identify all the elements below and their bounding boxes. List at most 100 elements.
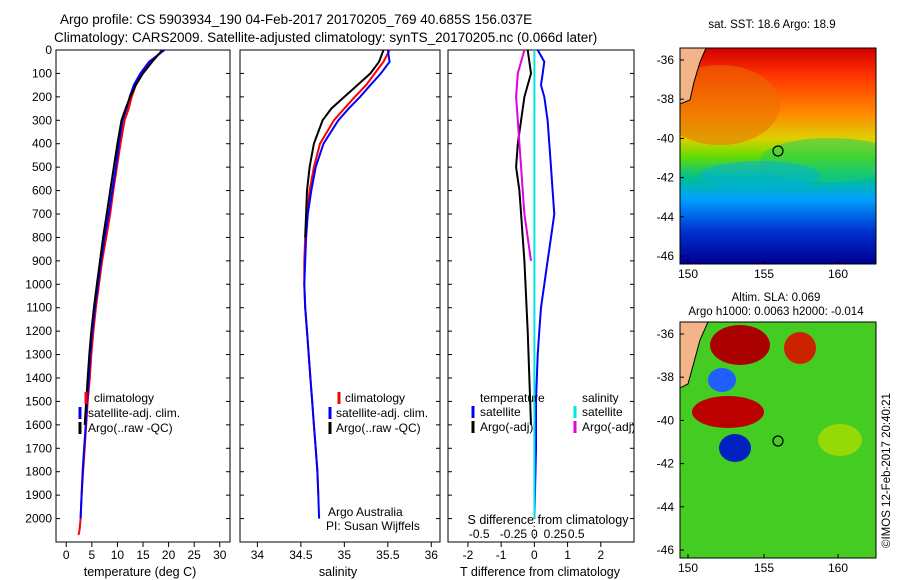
x2-tick-label: 0.25 xyxy=(544,527,568,541)
depth-tick-label: 1900 xyxy=(25,488,52,502)
sla-high-blob-1 xyxy=(710,325,770,365)
depth-tick-label: 800 xyxy=(32,230,52,244)
map-x-tick-label: 155 xyxy=(754,267,774,281)
salinity-xlabel: salinity xyxy=(319,565,358,579)
depth-tick-label: 1800 xyxy=(25,465,52,479)
x-tick-label: 1 xyxy=(564,548,571,562)
sla-low-blob-2 xyxy=(719,434,751,462)
map-y-tick-label: -38 xyxy=(657,370,675,384)
sla-yellow-blob xyxy=(818,424,862,456)
legend-label-argo: Argo(..raw -QC) xyxy=(88,421,173,435)
salinity-legend: climatology satellite-adj. clim. Argo(..… xyxy=(328,391,428,435)
sla-map-title-2: Argo h1000: 0.0063 h2000: -0.014 xyxy=(688,306,864,318)
x2-tick-label: 0.5 xyxy=(568,527,585,541)
map-y-tick-label: -46 xyxy=(657,543,675,557)
map-y-tick-label: -40 xyxy=(657,413,675,427)
depth-tick-label: 1700 xyxy=(25,441,52,455)
x-tick-label: 15 xyxy=(136,548,150,562)
legend-label-t-argo: Argo(-adj) xyxy=(480,420,533,434)
legend-label-s-satellite: satellite xyxy=(582,405,623,419)
sla-map: Altim. SLA: 0.069 Argo h1000: 0.0063 h20… xyxy=(657,292,877,575)
x-tick-label: 35.5 xyxy=(376,548,400,562)
temperature-legend: climatology satellite-adj. clim. Argo(..… xyxy=(78,391,180,435)
sst-map-frame xyxy=(679,47,877,265)
series-line-3 xyxy=(515,49,532,262)
sla-map-y-ticks: -36 -38 -40 -42 -44 -46 xyxy=(657,327,684,557)
temperature-xlabel: temperature (deg C) xyxy=(84,565,197,579)
depth-tick-label: 1200 xyxy=(25,324,52,338)
map-y-tick-label: -36 xyxy=(657,53,675,67)
legend-heading-salinity: salinity xyxy=(582,391,619,405)
figure-title-line-1: Argo profile: CS 5903934_190 04-Feb-2017… xyxy=(60,12,533,27)
sst-map-title: sat. SST: 18.6 Argo: 18.9 xyxy=(708,19,835,31)
map-y-tick-label: -42 xyxy=(657,171,675,185)
sst-map: sat. SST: 18.6 Argo: 18.9 -36 -38 -40 -42 -4… xyxy=(657,19,877,281)
temperature-plot: 0 5 10 15 20 25 30 xyxy=(56,49,230,562)
x-tick-label: 34.5 xyxy=(289,548,313,562)
sst-cool-blob xyxy=(700,161,820,189)
depth-tick-label: 1400 xyxy=(25,371,52,385)
x-tick-label: 35 xyxy=(338,548,352,562)
salinity-annotation-line-2: PI: Susan Wijffels xyxy=(326,519,420,533)
sst-map-x-ticks: 150 155 160 xyxy=(678,260,848,281)
sla-map-frame xyxy=(679,321,877,559)
legend-label-climatology: climatology xyxy=(345,391,405,405)
sst-warm-blob xyxy=(680,65,780,145)
legend-label-climatology: climatology xyxy=(94,391,154,405)
legend-label-satellite: satellite-adj. clim. xyxy=(336,406,428,420)
legend-label-t-satellite: satellite xyxy=(480,405,521,419)
depth-tick-label: 600 xyxy=(32,184,52,198)
map-y-tick-label: -40 xyxy=(657,131,675,145)
sla-high-blob-3 xyxy=(692,396,764,428)
sla-map-x-ticks: 150 155 160 xyxy=(678,554,848,575)
map-x-tick-label: 160 xyxy=(828,267,848,281)
depth-tick-label: 700 xyxy=(32,207,52,221)
sst-map-y-ticks: -36 -38 -40 -42 -44 -46 xyxy=(657,53,684,263)
difference-s-xlabel: S difference from climatology xyxy=(468,513,630,527)
x-tick-label: 5 xyxy=(88,548,95,562)
depth-tick-label: 1600 xyxy=(25,418,52,432)
salinity-plot-frame xyxy=(239,49,441,543)
legend-label-s-argo: Argo(-adj) xyxy=(582,420,635,434)
x-tick-label: -2 xyxy=(463,548,474,562)
legend-label-satellite: satellite-adj. clim. xyxy=(88,406,180,420)
map-y-tick-label: -46 xyxy=(657,249,675,263)
x-tick-label: 0 xyxy=(63,548,70,562)
x-tick-label: 34 xyxy=(251,548,265,562)
x-tick-label: 0 xyxy=(531,548,538,562)
x-tick-label: 25 xyxy=(187,548,201,562)
x-tick-label: 30 xyxy=(213,548,227,562)
depth-axis-ticks: 0 100 200 300 400 500 600 700 800 900 1000 1100 1200… xyxy=(25,43,52,526)
sla-map-title-1: Altim. SLA: 0.069 xyxy=(732,292,821,304)
imos-watermark: ©IMOS 12-Feb-2017 20:40:21 xyxy=(881,393,893,548)
map-y-tick-label: -44 xyxy=(657,500,675,514)
x-tick-label: 20 xyxy=(162,548,176,562)
map-y-tick-label: -38 xyxy=(657,92,675,106)
sst-argo-marker xyxy=(772,145,784,157)
depth-tick-label: 900 xyxy=(32,254,52,268)
difference-t-xlabel: T difference from climatology xyxy=(460,565,621,579)
series-line-0 xyxy=(533,49,556,519)
depth-tick-label: 1000 xyxy=(25,277,52,291)
series-line-1 xyxy=(515,49,533,425)
map-y-tick-label: -36 xyxy=(657,327,675,341)
depth-tick-label: 2000 xyxy=(25,512,52,526)
salinity-annotation-line-1: Argo Australia xyxy=(328,505,403,519)
depth-tick-label: 300 xyxy=(32,113,52,127)
map-x-tick-label: 160 xyxy=(828,561,848,575)
sst-land xyxy=(680,48,707,105)
map-x-tick-label: 150 xyxy=(678,267,698,281)
salinity-plot: 34 34.5 35 35.5 36 xyxy=(240,49,440,562)
sla-argo-marker xyxy=(772,435,784,447)
difference-plot-frame xyxy=(447,49,635,543)
sla-low-blob-1 xyxy=(708,368,736,392)
series-line-1 xyxy=(303,49,391,519)
x-tick-label: -1 xyxy=(496,548,507,562)
map-y-tick-label: -44 xyxy=(657,210,675,224)
series-line-2 xyxy=(83,49,164,425)
legend-heading-temperature: temperature xyxy=(480,391,545,405)
depth-tick-label: 1500 xyxy=(25,394,52,408)
difference-plot: -2 -1 0 1 2 -0.5 -0.25 0 0.25 0.5 xyxy=(448,49,634,562)
map-x-tick-label: 155 xyxy=(754,561,774,575)
